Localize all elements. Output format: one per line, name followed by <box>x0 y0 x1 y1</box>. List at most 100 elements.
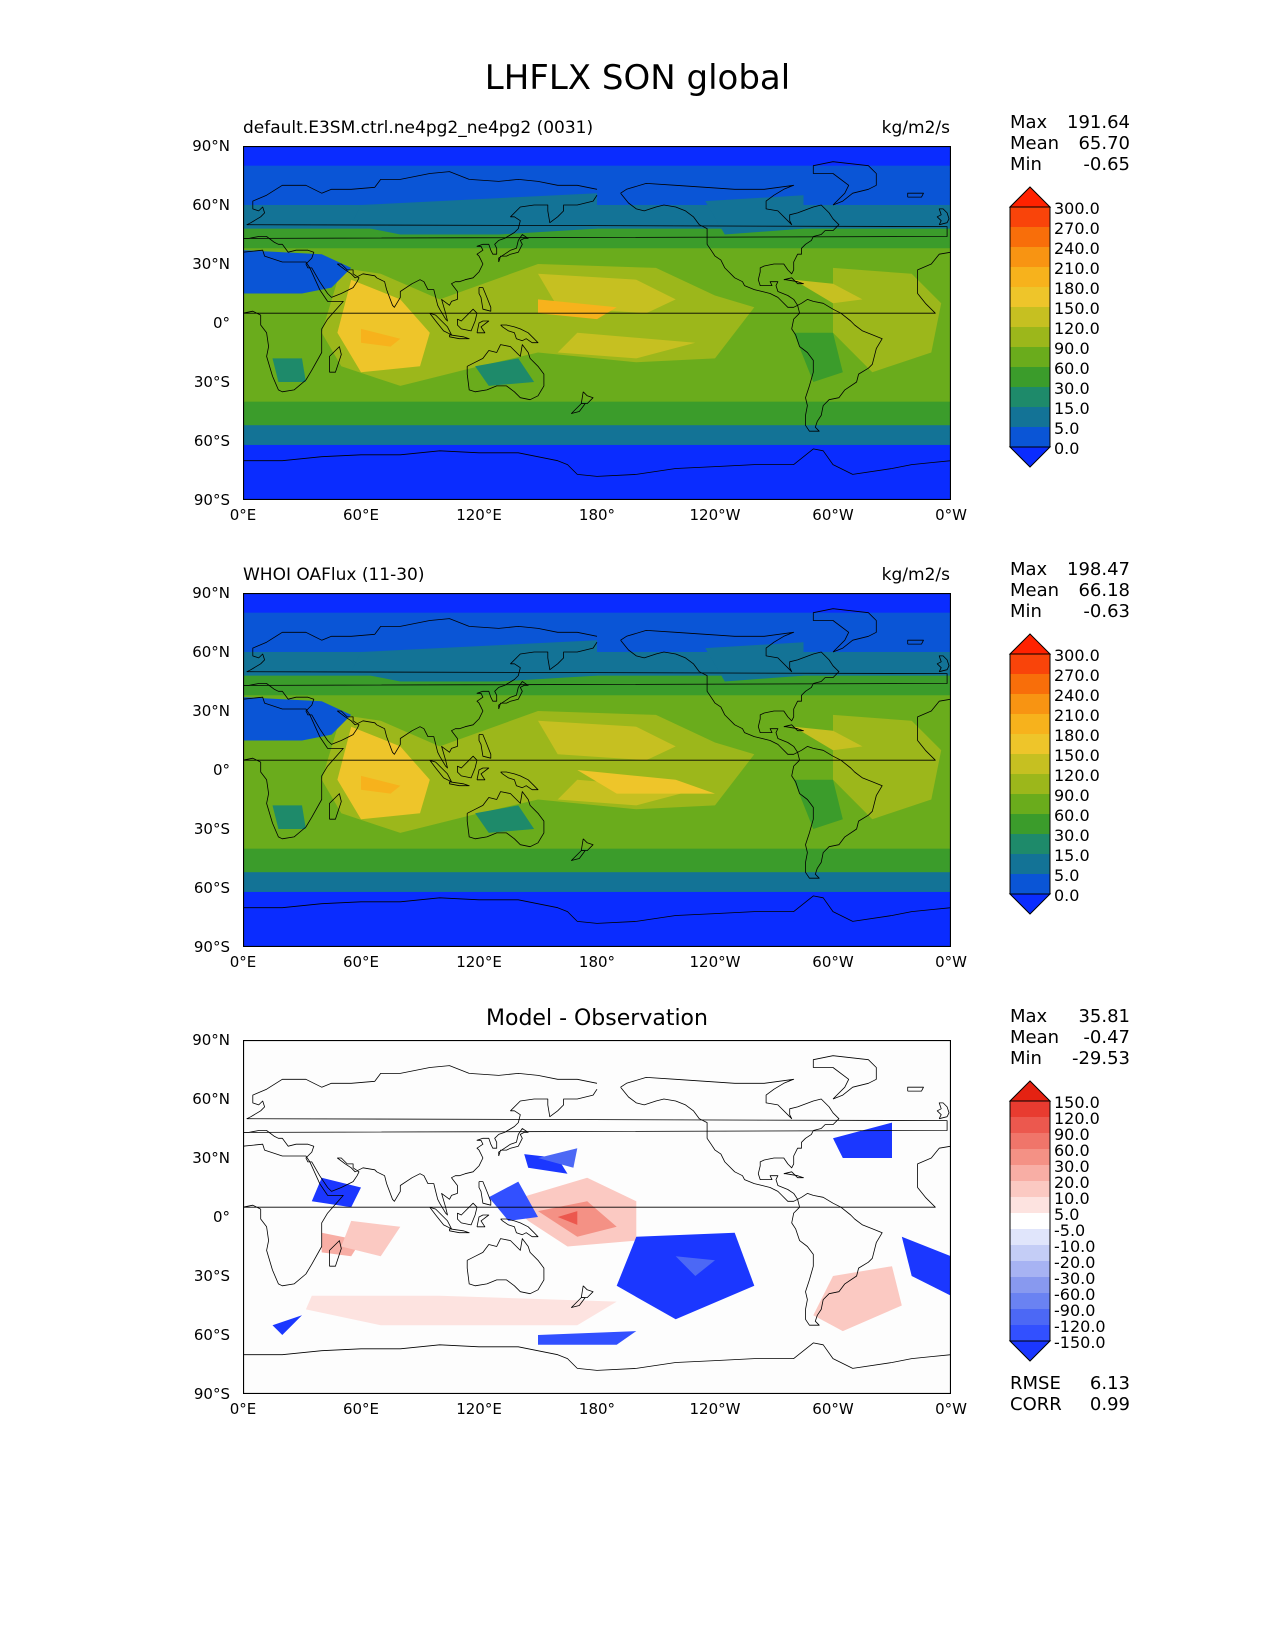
coastline <box>571 1297 586 1308</box>
coastline <box>243 251 951 316</box>
max-label: Max <box>1010 112 1048 133</box>
colorbar-tick-label: 150.0 <box>1054 1093 1100 1112</box>
lon-tick-label: 180° <box>578 953 616 971</box>
colorbar-tick-label: -60.0 <box>1054 1285 1096 1304</box>
lon-tick-label: 180° <box>578 1400 616 1418</box>
colorbar-tick-label: 300.0 <box>1054 646 1100 665</box>
lat-tick-label: 90°N <box>192 1031 230 1049</box>
colorbar-tick-label: 90.0 <box>1054 339 1090 358</box>
colorbar-segment <box>1010 1245 1050 1262</box>
colorbar-segment <box>1010 407 1050 428</box>
coastline <box>500 324 539 344</box>
coastlines <box>243 608 951 924</box>
south-pacific-high <box>557 332 696 359</box>
colorbar-extend-min <box>1008 893 1052 915</box>
colorbar-segment <box>1010 674 1050 695</box>
observation-field-map <box>243 593 951 947</box>
coastline <box>243 641 598 769</box>
lat-tick-label: 0° <box>212 314 230 332</box>
atlantic-high <box>833 714 942 820</box>
colorbar-segment <box>1010 1133 1050 1150</box>
kalahari <box>272 805 306 829</box>
colorbar-extend-max <box>1008 1080 1052 1102</box>
panel-2-colorbar <box>1008 632 1052 920</box>
colorbar-extend-min <box>1008 446 1052 468</box>
colorbar-tick-label: 30.0 <box>1054 379 1090 398</box>
north-pacific-high <box>538 720 676 761</box>
coastline <box>243 1143 344 1287</box>
diff-negative <box>538 1148 578 1168</box>
colorbar-tick-label: -150.0 <box>1054 1333 1106 1352</box>
rmse-label: RMSE <box>1010 1373 1061 1394</box>
colorbar-tick-label: 10.0 <box>1054 1189 1090 1208</box>
colorbar-segment <box>1010 1165 1050 1182</box>
colorbar-segment <box>1010 1325 1050 1342</box>
colorbar-tick-label: 120.0 <box>1054 319 1100 338</box>
colorbar-segment <box>1010 1309 1050 1326</box>
mean-label: Mean <box>1010 580 1060 601</box>
lat-tick-label: 0° <box>212 1208 230 1226</box>
colorbar-tick-label: 180.0 <box>1054 726 1100 745</box>
lon-tick-label: 0°W <box>935 506 967 524</box>
coastline <box>783 724 804 732</box>
max-value: 198.47 <box>1067 559 1130 580</box>
indian-ocean-max <box>337 726 430 820</box>
max-label: Max <box>1010 1006 1048 1027</box>
colorbar-tick-label: 180.0 <box>1054 279 1100 298</box>
corr-label: CORR <box>1010 1394 1062 1415</box>
southern-ocean-band <box>243 872 951 892</box>
australia-interior <box>475 805 535 833</box>
eurasia-dry <box>351 193 597 235</box>
diff-negative <box>272 1315 302 1335</box>
colorbar-frame <box>1009 1100 1051 1342</box>
coastline <box>476 320 490 334</box>
coastline <box>478 287 492 312</box>
obs-pacific-peak <box>577 770 715 794</box>
rmse-value: 6.13 <box>1089 1373 1130 1394</box>
panel-3-title: Model - Observation <box>486 1006 708 1031</box>
lat-tick-label: 30°S <box>193 373 230 391</box>
coastline <box>620 630 840 755</box>
coastline <box>243 1145 951 1210</box>
colorbar-tick-label: 240.0 <box>1054 686 1100 705</box>
coastline <box>243 895 951 924</box>
colorbar-frame <box>1009 653 1051 895</box>
colorbar-segment <box>1010 754 1050 775</box>
lat-tick-label: 90°S <box>193 1385 230 1403</box>
north-america-interior <box>705 642 804 682</box>
diff-positive <box>321 1232 361 1257</box>
max-value: 35.81 <box>1078 1006 1130 1027</box>
lon-tick-label: 0°E <box>229 506 257 524</box>
diff-positive <box>813 1266 902 1332</box>
colorbar-segment <box>1010 367 1050 388</box>
coastline <box>478 1181 492 1206</box>
colorbar-tick-label: -120.0 <box>1054 1317 1106 1336</box>
diff-positive <box>341 1220 401 1257</box>
lon-tick-label: 60°W <box>812 953 854 971</box>
colorbar-segment <box>1010 1117 1050 1134</box>
colorbar-segment <box>1010 734 1050 755</box>
colorbar-segment <box>1010 1229 1050 1246</box>
colorbar <box>1008 1080 1052 1362</box>
colorbar-segment <box>1010 307 1050 328</box>
coastline <box>457 755 478 779</box>
arctic-band <box>243 593 951 613</box>
coastline <box>812 608 877 653</box>
colorbar-tick-label: 60.0 <box>1054 359 1090 378</box>
coastline <box>571 850 586 861</box>
colorbar-segment <box>1010 654 1050 675</box>
coastline <box>243 194 598 322</box>
colorbar-tick-label: 20.0 <box>1054 1173 1090 1192</box>
coastline <box>936 208 950 226</box>
map-frame <box>243 1040 951 1394</box>
colorbar-segment <box>1010 227 1050 248</box>
north-america-interior <box>705 195 804 235</box>
diff-positive-peak <box>557 1211 578 1225</box>
diff-negative <box>311 1177 361 1208</box>
max-value: 191.64 <box>1067 112 1130 133</box>
coastline <box>500 1218 539 1238</box>
lat-tick-label: 90°S <box>193 938 230 956</box>
indian-ocean-peak <box>361 775 401 794</box>
coastline <box>500 771 539 791</box>
coastline <box>620 183 840 308</box>
